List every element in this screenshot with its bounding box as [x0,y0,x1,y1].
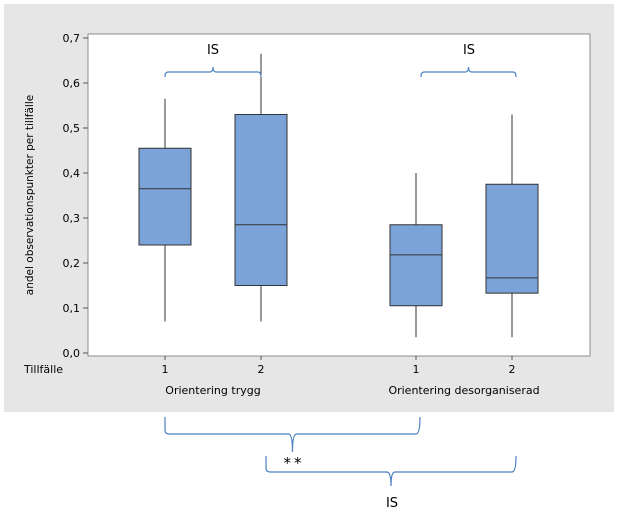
box-plot [485,114,539,338]
group-label: Orientering desorganiserad [388,384,539,397]
y-tick-label: 0,1 [63,302,81,315]
x-row-label: Tillfälle [23,363,63,376]
y-tick-label: 0,7 [63,32,81,45]
box-iqr [485,183,539,294]
bracket-within-trygg [164,66,262,78]
group-label: Orientering trygg [165,384,260,397]
y-axis-label: andel observationspunkter per tillfälle [24,95,36,295]
x-tick-label: 1 [413,363,420,376]
bracket-within-desorganiserad [420,66,517,78]
y-tick-label: 0,0 [63,347,81,360]
x-axis-labels: 1 2 Orientering trygg 1 2 Orientering desorga… [23,356,540,397]
box-plot [234,53,288,322]
annotation-between-tillfalle2: IS [386,496,398,511]
annotation-within-trygg: IS [207,43,219,58]
box-plot [138,98,192,322]
y-tick-label: 0,3 [63,212,81,225]
annotation-within-desorganiserad: IS [463,43,475,58]
x-tick-label: 2 [258,363,265,376]
box-plot [389,173,443,338]
box-iqr [138,147,192,246]
significance-brackets: IS IS ** IS [164,43,517,511]
y-tick-label: 0,2 [63,257,81,270]
x-tick-label: 2 [509,363,516,376]
annotation-between-tillfalle1: ** [284,454,305,472]
box-iqr [234,114,288,286]
box-plots [138,53,539,338]
bracket-between-tillfalle2 [265,455,517,487]
x-tick-label: 1 [162,363,169,376]
box-iqr [389,224,443,307]
y-tick-label: 0,5 [63,122,81,135]
y-axis: 0,0 0,1 0,2 0,3 0,4 0,5 0,6 0,7 [63,32,88,360]
y-tick-label: 0,6 [63,77,81,90]
y-tick-label: 0,4 [63,167,81,180]
bracket-between-tillfalle1 [164,416,421,453]
